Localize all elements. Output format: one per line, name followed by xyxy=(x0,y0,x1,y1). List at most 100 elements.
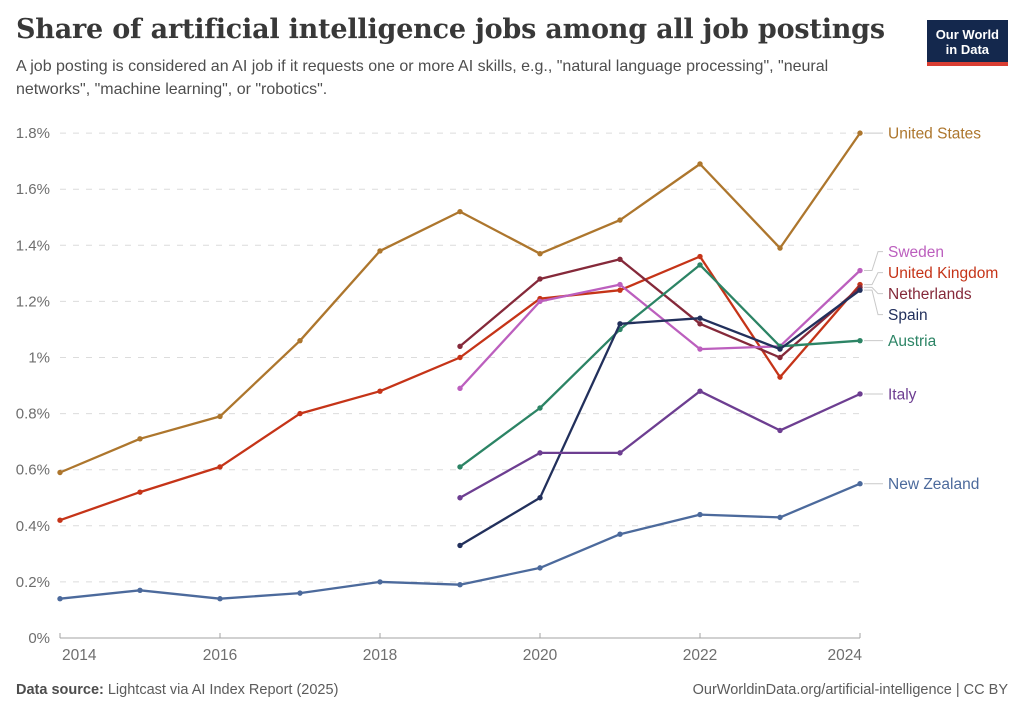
y-tick-label: 1.4% xyxy=(16,237,50,254)
data-point-italy xyxy=(537,450,543,456)
data-point-netherlands xyxy=(457,343,463,349)
data-source: Data source: Lightcast via AI Index Repo… xyxy=(16,682,338,698)
y-tick-label: 0.2% xyxy=(16,574,50,591)
legend-connector xyxy=(864,289,883,316)
data-point-italy xyxy=(457,495,463,501)
data-point-sweden xyxy=(537,298,543,305)
data-point-austria xyxy=(537,405,543,411)
data-point-new-zealand xyxy=(57,596,63,602)
data-point-austria xyxy=(457,464,463,470)
y-tick-label: 1% xyxy=(28,350,50,367)
data-point-united-kingdom xyxy=(297,410,303,417)
data-point-new-zealand xyxy=(617,531,623,537)
legend-connector xyxy=(864,251,883,272)
attribution-link[interactable]: OurWorldinData.org/artificial-intelligen… xyxy=(692,682,1008,698)
y-tick-label: 0.4% xyxy=(16,518,50,535)
data-point-new-zealand xyxy=(537,565,543,571)
data-source-value: Lightcast via AI Index Report (2025) xyxy=(103,682,339,698)
data-point-spain xyxy=(857,287,863,293)
x-tick-label: 2020 xyxy=(523,647,558,664)
legend-label-spain[interactable]: Spain xyxy=(888,307,928,324)
data-point-austria xyxy=(857,337,863,344)
series-line-united-states[interactable] xyxy=(59,132,861,474)
data-point-united-states xyxy=(137,436,143,442)
data-point-sweden xyxy=(697,346,703,352)
x-tick-label: 2022 xyxy=(683,647,717,664)
data-source-label: Data source: xyxy=(16,682,104,698)
data-point-united-states xyxy=(537,251,543,257)
data-point-united-kingdom xyxy=(377,388,383,394)
data-point-italy xyxy=(697,388,703,394)
y-tick-label: 0% xyxy=(28,630,50,647)
data-point-new-zealand xyxy=(217,596,223,602)
data-point-new-zealand xyxy=(377,579,383,585)
series-line-austria[interactable] xyxy=(459,263,861,468)
data-point-sweden xyxy=(457,385,463,392)
data-point-united-kingdom xyxy=(217,464,223,470)
data-point-united-states xyxy=(217,413,223,420)
data-point-sweden xyxy=(617,281,623,288)
data-point-united-kingdom xyxy=(137,489,143,495)
data-point-united-kingdom xyxy=(777,374,783,380)
data-point-new-zealand xyxy=(297,590,303,596)
x-tick-label: 2014 xyxy=(62,647,97,664)
x-tick-label: 2018 xyxy=(363,647,397,664)
legend-label-sweden[interactable]: Sweden xyxy=(888,244,944,261)
x-tick-label: 2016 xyxy=(203,647,237,664)
legend-label-new-zealand[interactable]: New Zealand xyxy=(888,476,979,493)
data-point-netherlands xyxy=(777,354,783,361)
data-point-sweden xyxy=(857,267,863,274)
series-line-spain[interactable] xyxy=(459,289,861,547)
data-point-new-zealand xyxy=(857,481,863,487)
legend-label-austria[interactable]: Austria xyxy=(888,333,937,350)
data-point-spain xyxy=(537,495,543,501)
y-tick-label: 0.8% xyxy=(16,406,50,423)
data-point-spain xyxy=(457,542,463,549)
data-point-new-zealand xyxy=(697,511,703,518)
legend-connector xyxy=(864,286,883,295)
legend-connector xyxy=(864,272,883,286)
data-point-united-states xyxy=(777,245,783,251)
data-point-italy xyxy=(857,391,863,397)
data-point-new-zealand xyxy=(777,514,783,521)
data-point-united-kingdom xyxy=(457,354,463,361)
legend-label-italy[interactable]: Italy xyxy=(888,386,917,403)
data-point-spain xyxy=(617,321,623,327)
chart-subtitle: A job posting is considered an AI job if… xyxy=(16,58,829,98)
chart-footer: Data source: Lightcast via AI Index Repo… xyxy=(16,682,1008,698)
data-point-italy xyxy=(617,450,623,456)
chart-header: Share of artificial intelligence jobs am… xyxy=(16,14,1008,101)
data-point-united-states xyxy=(617,217,623,223)
data-point-netherlands xyxy=(537,276,543,282)
y-tick-label: 1.2% xyxy=(16,293,50,310)
data-point-united-kingdom xyxy=(617,287,623,293)
data-point-united-kingdom xyxy=(57,517,63,523)
legend-label-united-kingdom[interactable]: United Kingdom xyxy=(888,265,998,282)
data-point-spain xyxy=(777,346,783,352)
data-point-new-zealand xyxy=(457,582,463,588)
data-point-italy xyxy=(777,427,783,434)
x-tick-label: 2024 xyxy=(828,647,863,664)
y-tick-label: 1.8% xyxy=(16,125,50,142)
data-point-united-states xyxy=(697,161,703,167)
legend-label-united-states[interactable]: United States xyxy=(888,126,981,143)
series-line-sweden[interactable] xyxy=(459,269,861,390)
data-point-united-states xyxy=(297,337,303,344)
owid-logo-line1: Our World xyxy=(935,27,999,42)
legend-label-netherlands[interactable]: Netherlands xyxy=(888,286,972,303)
data-point-netherlands xyxy=(617,256,623,263)
data-point-austria xyxy=(697,262,703,268)
data-point-spain xyxy=(697,315,703,321)
data-point-united-states xyxy=(457,208,463,215)
data-point-united-states xyxy=(57,469,63,476)
data-point-united-states xyxy=(857,130,863,136)
owid-logo[interactable]: Our World in Data xyxy=(926,20,1008,66)
data-point-united-states xyxy=(377,248,383,254)
y-tick-label: 0.6% xyxy=(16,462,50,479)
data-point-new-zealand xyxy=(137,587,143,594)
data-point-netherlands xyxy=(697,321,703,327)
series-line-italy[interactable] xyxy=(459,390,861,499)
y-tick-label: 1.6% xyxy=(16,181,50,198)
